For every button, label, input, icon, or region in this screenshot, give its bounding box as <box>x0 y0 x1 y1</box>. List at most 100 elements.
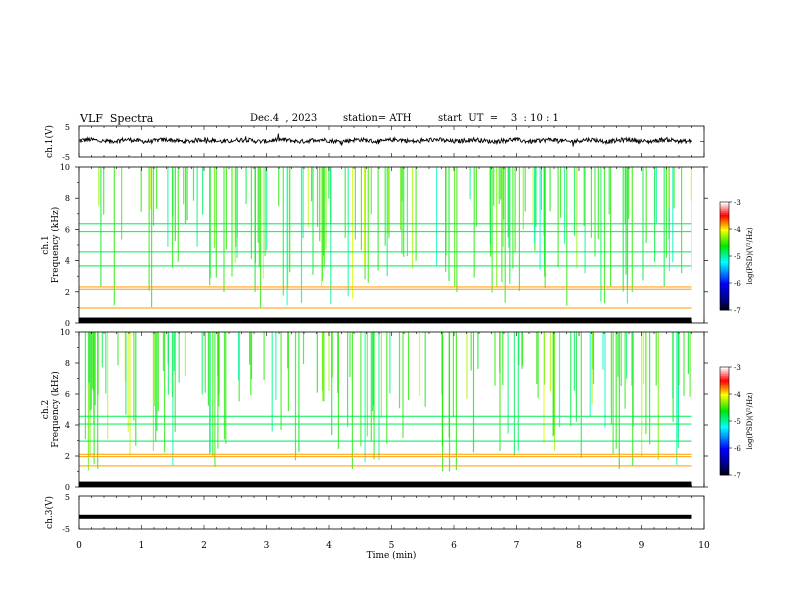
ch1-ytick-label: 5 <box>65 123 70 132</box>
colorbar-cell <box>720 212 729 215</box>
spectrogram-streak <box>322 167 325 256</box>
colorbar-cell <box>720 266 729 269</box>
spectrogram-streak <box>475 167 477 227</box>
spectrogram-streak <box>236 167 238 238</box>
spectrogram-streak <box>663 167 665 287</box>
spectrogram-streak <box>363 167 366 265</box>
spectrogram-streak <box>370 167 372 215</box>
spectrogram-streak <box>367 167 369 283</box>
spectrogram-streak <box>103 167 105 215</box>
spectrogram-streak <box>245 167 247 204</box>
spectrogram-streak <box>672 167 674 263</box>
ch1-ytick-label: 2 <box>65 288 70 297</box>
spectrogram-streak <box>354 167 356 240</box>
spectrogram-streak <box>500 167 502 200</box>
colorbar-cell <box>720 286 729 289</box>
spectrogram-streak <box>386 167 388 277</box>
spectrogram-streak <box>624 167 626 225</box>
spectrogram-streak <box>626 167 628 304</box>
spectrogram-streak <box>566 167 568 306</box>
spectrogram-streak <box>231 167 233 277</box>
colorbar-cell <box>720 274 729 277</box>
spectrogram-streak <box>320 167 323 287</box>
ch1-ytick-label: 10 <box>60 163 70 172</box>
spectrogram-streak <box>257 167 259 243</box>
colorbar-cell <box>720 211 729 214</box>
spectrogram-streak <box>518 167 520 292</box>
colorbar-cell <box>720 252 729 255</box>
spectrogram-streak <box>549 167 551 212</box>
spectrogram-streak <box>254 167 256 264</box>
spectrogram-streak <box>325 167 327 250</box>
spectrogram-streak <box>498 167 500 204</box>
spectrogram-streak <box>557 167 559 268</box>
spectrogram-streak <box>406 167 408 257</box>
spectrogram-streak <box>113 167 115 306</box>
colorbar-cell <box>720 225 729 228</box>
spectrogram-streak <box>583 167 585 226</box>
spectrogram-streak <box>456 167 458 293</box>
spectrogram-line <box>79 223 692 225</box>
colorbar-cell <box>720 209 729 212</box>
spectrogram-streak <box>167 167 169 247</box>
colorbar-cell <box>720 245 729 248</box>
spectrogram-streak <box>645 167 647 243</box>
spectrogram-streak <box>488 167 491 229</box>
spectrogram-streak <box>388 167 390 238</box>
spectrogram-streak <box>330 167 332 305</box>
colorbar-cell <box>720 223 729 226</box>
chart-title: VLF Spectra <box>80 112 154 125</box>
spectrogram-streak <box>509 167 511 284</box>
spectrogram-streak <box>603 167 606 304</box>
spectrogram-streak <box>491 167 493 293</box>
spectrogram-streak <box>172 167 174 217</box>
spectrogram-streak <box>223 167 225 293</box>
spectrogram-streak <box>307 167 309 228</box>
spectrogram-base <box>79 317 692 323</box>
spectrogram-streak <box>560 167 562 218</box>
spectrogram-streak <box>454 167 456 287</box>
spectrogram-streak <box>344 167 346 238</box>
spectrogram-streak <box>121 167 123 240</box>
colorbar-cell <box>720 236 729 239</box>
spectrogram-line <box>79 265 692 267</box>
spectrogram-streak <box>209 167 211 286</box>
ch1-spectrogram-image <box>79 167 704 323</box>
colorbar-cell <box>720 257 729 260</box>
station-label: station= ATH <box>343 113 412 124</box>
colorbar-cell <box>720 218 729 221</box>
spectrogram-streak <box>287 167 289 289</box>
spectrogram-streak <box>445 167 447 272</box>
spectrogram-streak <box>316 167 319 227</box>
colorbar-cell <box>720 284 729 287</box>
spectrogram-streak <box>250 167 252 260</box>
spectrogram-streak <box>625 167 627 275</box>
ch1-waveform-line <box>79 133 692 147</box>
date-label: Dec.4 , 2023 <box>250 113 318 124</box>
spectrogram-streak <box>504 167 506 303</box>
spectrogram-streak <box>202 167 204 215</box>
spectrogram-streak <box>415 167 417 261</box>
spectrogram-streak <box>489 167 491 244</box>
spectrogram-streak <box>225 167 227 250</box>
colorbar-cell <box>720 275 729 278</box>
spectrogram-streak <box>192 167 195 201</box>
spectrogram-streak <box>196 167 198 247</box>
spectrogram-streak <box>594 167 596 257</box>
colorbar-cell <box>720 261 729 264</box>
spectrogram-streak <box>312 167 314 275</box>
colorbar-cell <box>720 214 729 217</box>
colorbar-cell <box>720 248 729 251</box>
spectrogram-streak <box>360 167 362 251</box>
spectrogram-streak <box>215 167 217 278</box>
spectrogram-streak <box>262 167 264 279</box>
ch1-channel-label: ch.1 <box>41 235 51 254</box>
spectrogram-streak <box>235 167 237 247</box>
spectrogram-streak <box>260 167 262 308</box>
spectrogram-streak <box>665 167 667 258</box>
spectrogram-streak <box>400 167 402 231</box>
spectrogram-line <box>79 286 692 288</box>
spectrogram-streak <box>524 167 526 212</box>
colorbar-cell <box>720 229 729 232</box>
